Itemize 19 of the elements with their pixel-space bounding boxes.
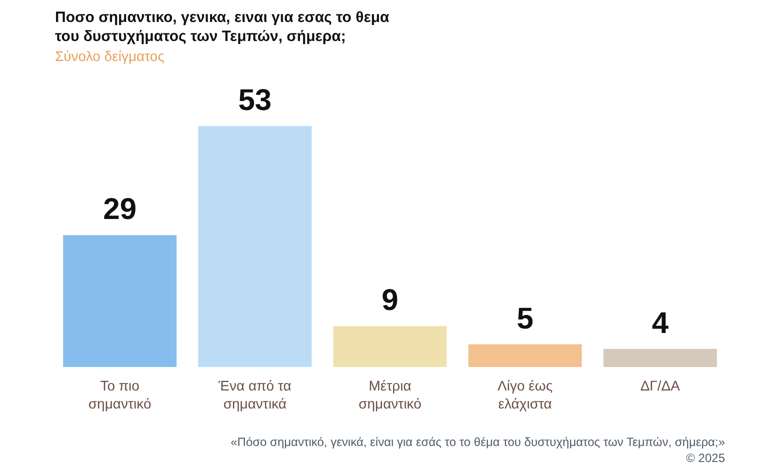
- data-label: 53: [238, 84, 272, 118]
- bar: [63, 235, 177, 367]
- data-label: 5: [516, 302, 534, 336]
- x-tick-label: ΔΓ/ΔΑ: [640, 378, 681, 394]
- data-label: 9: [382, 284, 398, 318]
- x-tick-label: Λίγο έως ελάχιστα: [498, 378, 553, 412]
- chart-title: Ποσο σημαντικο, γενικα, ειναι για εσας το θεμα του δυστυχήματος των Τεμπών, σήμερα;: [55, 9, 390, 46]
- text: © 2025: [686, 451, 726, 465]
- chart-subtitle: Σύνολο δείγματος: [55, 48, 165, 64]
- x-tick-label: Ένα από τα σημαντικά: [218, 378, 292, 412]
- bar: [198, 126, 312, 367]
- bar: [468, 344, 582, 367]
- data-label: 29: [103, 193, 137, 226]
- bar: [333, 326, 447, 367]
- x-tick-label: Μέτρια σημαντικό: [358, 378, 422, 412]
- data-label: 4: [652, 306, 669, 340]
- bar: [603, 348, 717, 367]
- text: «Πόσο σημαντικό, γενικά, είναι για εσάς το το θέμα του δυστυχήματος των Τεμπών, σήμερα;»: [230, 435, 726, 449]
- x-tick-label: Το πιο σημαντικό: [88, 378, 152, 412]
